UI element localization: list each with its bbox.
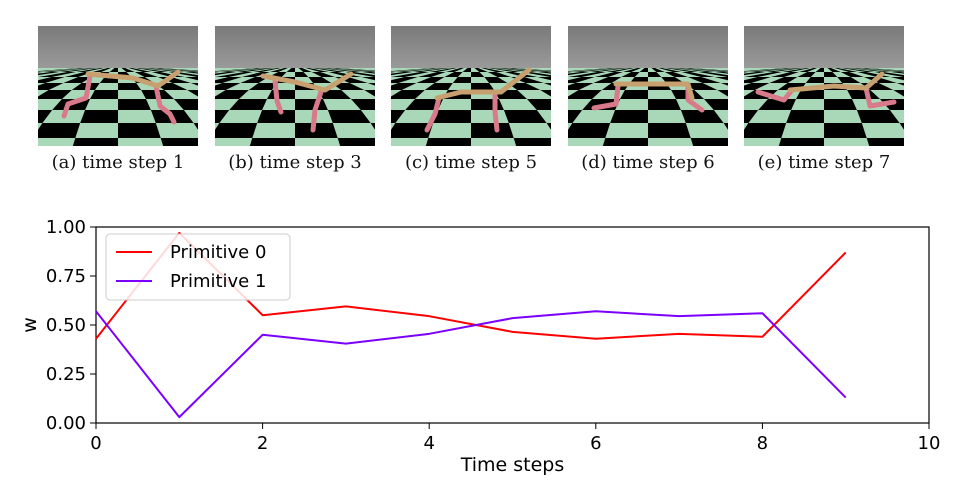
simulation-render bbox=[38, 26, 198, 146]
series-line-1 bbox=[95, 310, 847, 419]
legend-label-1: Primitive 1 bbox=[170, 271, 266, 292]
legend-label-0: Primitive 0 bbox=[170, 242, 266, 263]
frame-caption-2: (b) time step 3 bbox=[228, 152, 362, 173]
axes: 0 2 4 6 8 10 0.00 0.25 0.50 0.75 1.00 Time steps w bbox=[19, 217, 940, 476]
legend-box bbox=[105, 233, 291, 301]
frame-caption-5: (e) time step 7 bbox=[757, 152, 891, 173]
simulation-render bbox=[215, 26, 375, 146]
x-tick-label: 2 bbox=[257, 433, 268, 454]
frame-image-2 bbox=[215, 26, 375, 146]
frame-caption-1: (a) time step 1 bbox=[51, 152, 185, 173]
legend: Primitive 0 Primitive 1 bbox=[105, 233, 291, 301]
x-tick-label: 10 bbox=[918, 433, 941, 454]
x-tick-label: 0 bbox=[90, 433, 101, 454]
weights-line-chart: 0 2 4 6 8 10 0.00 0.25 0.50 0.75 1.00 Time steps w P… bbox=[19, 217, 940, 476]
simulation-render bbox=[568, 26, 728, 146]
y-tick-label: 0.00 bbox=[46, 413, 86, 434]
x-tick-label: 6 bbox=[590, 433, 601, 454]
simulation-render bbox=[744, 26, 904, 146]
simulation-render bbox=[391, 26, 551, 146]
frame-image-3 bbox=[391, 26, 551, 146]
simulation-frames: (a) time step 1 (b) time step 3 (c) time… bbox=[0, 0, 970, 190]
frame-caption-4: (d) time step 6 bbox=[581, 152, 715, 173]
frame-image-5 bbox=[744, 26, 904, 146]
frame-image-1 bbox=[38, 26, 198, 146]
y-axis-label: w bbox=[19, 317, 41, 333]
y-tick-label: 0.50 bbox=[46, 315, 86, 336]
x-axis-label: Time steps bbox=[460, 454, 565, 476]
x-tick-label: 8 bbox=[757, 433, 768, 454]
y-tick-label: 0.75 bbox=[46, 266, 86, 287]
frame-image-4 bbox=[568, 26, 728, 146]
frame-caption-3: (c) time step 5 bbox=[404, 152, 538, 173]
y-tick-label: 1.00 bbox=[46, 217, 86, 238]
y-tick-label: 0.25 bbox=[46, 364, 86, 385]
x-tick-label: 4 bbox=[423, 433, 434, 454]
